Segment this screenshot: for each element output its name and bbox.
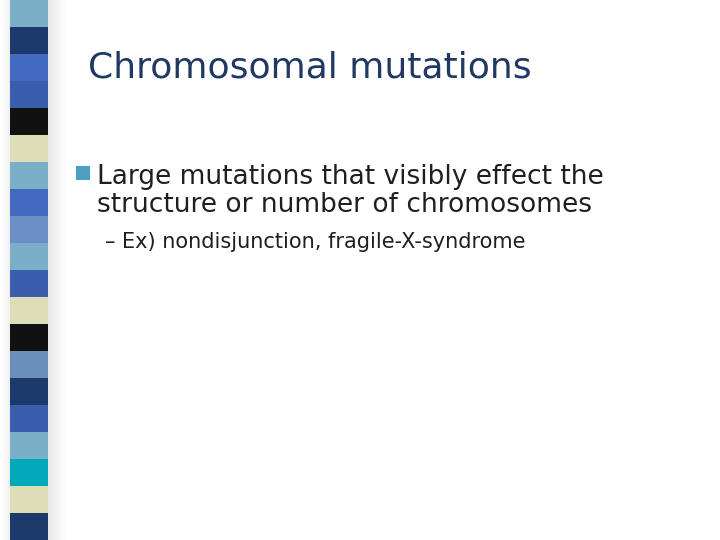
Bar [55,0,56,540]
Bar [59,0,60,540]
Bar [76,166,90,180]
Bar [9,0,10,540]
Bar [63,0,64,540]
Bar [10,378,48,405]
Bar [4,0,5,540]
Bar [54,0,55,540]
Bar [10,162,48,189]
Bar [51,0,52,540]
Bar [57,0,58,540]
Bar [58,0,59,540]
Bar [5,0,6,540]
Bar [10,189,48,216]
Bar [3,0,4,540]
Bar [10,486,48,513]
Bar [50,0,51,540]
Bar [10,351,48,378]
Bar [53,0,54,540]
Bar [10,243,48,270]
Bar [64,0,65,540]
Text: Large mutations that visibly effect the: Large mutations that visibly effect the [97,164,604,190]
Bar [10,108,48,135]
Bar [10,135,48,162]
Bar [10,324,48,351]
Text: Chromosomal mutations: Chromosomal mutations [88,50,531,84]
Bar [65,0,66,540]
Bar [10,297,48,324]
Bar [2,0,3,540]
Bar [10,81,48,108]
Bar [10,513,48,540]
Bar [56,0,57,540]
Bar [10,54,48,81]
Text: structure or number of chromosomes: structure or number of chromosomes [97,192,592,218]
Bar [10,432,48,459]
Bar [7,0,8,540]
Bar [8,0,9,540]
Bar [61,0,62,540]
Bar [6,0,7,540]
Bar [10,270,48,297]
Bar [49,0,50,540]
Bar [60,0,61,540]
Bar [62,0,63,540]
Bar [52,0,53,540]
Bar [48,0,49,540]
Bar [10,27,48,54]
Bar [10,459,48,486]
Bar [10,216,48,243]
Text: – Ex) nondisjunction, fragile-X-syndrome: – Ex) nondisjunction, fragile-X-syndrome [105,232,526,252]
Bar [10,0,48,27]
Bar [10,405,48,432]
